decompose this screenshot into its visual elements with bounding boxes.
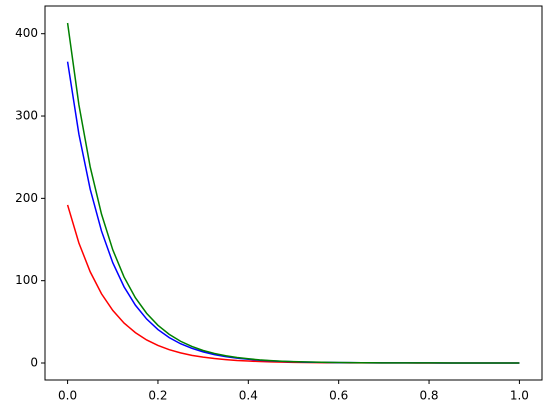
line-series: [66, 22, 520, 364]
y-tick-label: 400: [15, 26, 38, 40]
y-tick-label: 300: [15, 109, 38, 123]
line-series: [66, 61, 520, 364]
y-tick-label: 0: [30, 356, 38, 370]
axes-frame: [44, 5, 543, 381]
x-tick-label: 1.0: [510, 389, 529, 403]
x-tick-label: 0.2: [148, 389, 167, 403]
x-tick-label: 0.4: [239, 389, 258, 403]
y-tick-label: 200: [15, 191, 38, 205]
x-tick-label: 0.6: [329, 389, 348, 403]
x-tick-label: 0.0: [58, 389, 77, 403]
line-series: [66, 204, 520, 364]
y-tick-label: 100: [15, 273, 38, 287]
x-tick-label: 0.8: [419, 389, 438, 403]
